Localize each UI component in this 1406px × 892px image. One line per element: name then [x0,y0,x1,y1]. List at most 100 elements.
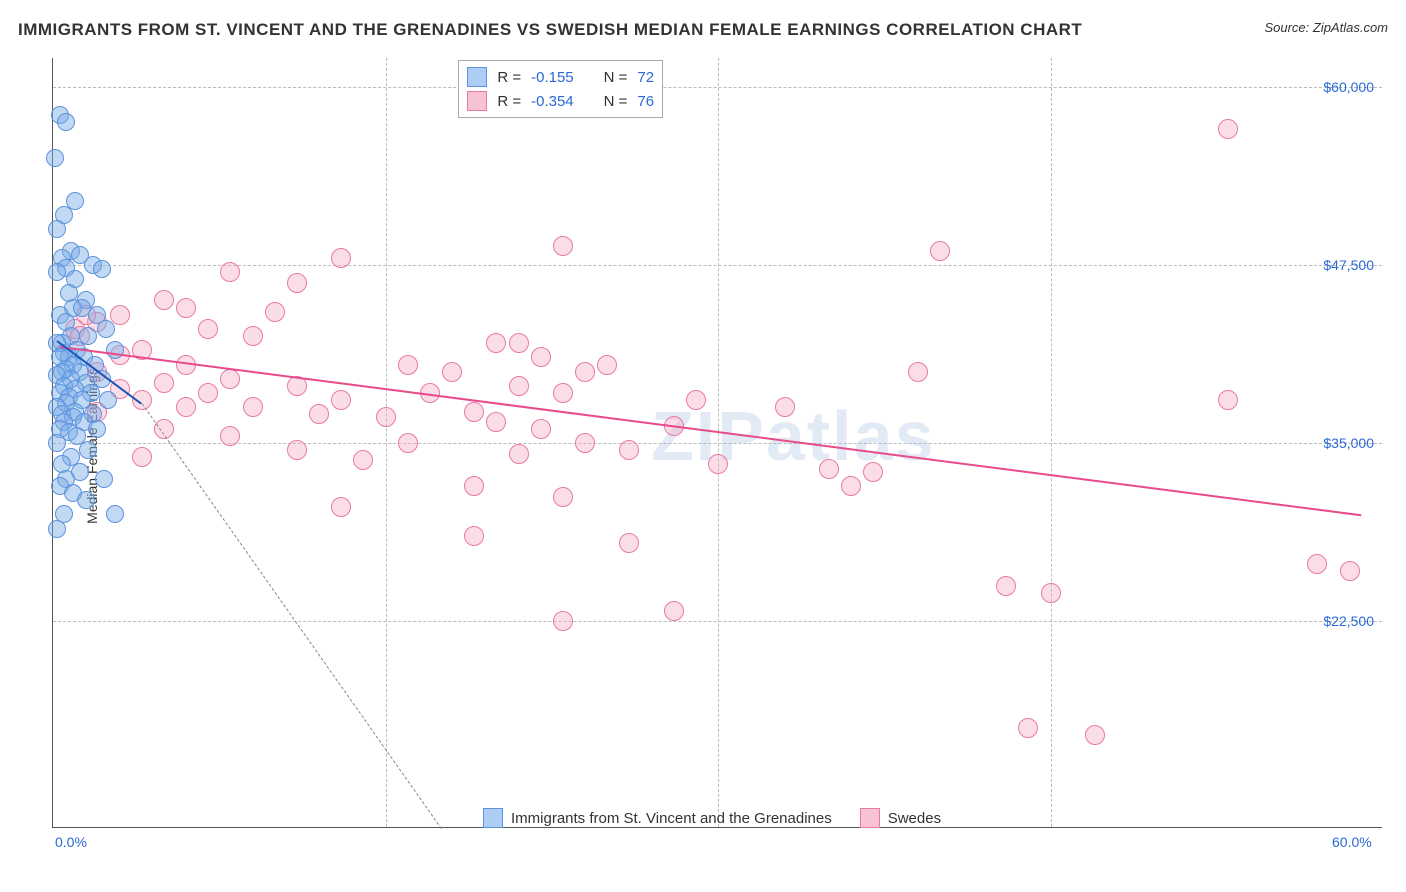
scatter-point-pink [531,347,551,367]
scatter-point-pink [464,476,484,496]
scatter-point-pink [553,611,573,631]
bottom-legend: Immigrants from St. Vincent and the Gren… [483,808,941,828]
scatter-point-blue [48,520,66,538]
scatter-point-pink [176,397,196,417]
scatter-point-blue [57,113,75,131]
scatter-point-blue [97,320,115,338]
scatter-point-blue [48,220,66,238]
legend-swatch [467,91,487,111]
legend-item: Swedes [860,808,941,828]
scatter-point-pink [1085,725,1105,745]
scatter-point-blue [106,505,124,523]
scatter-point-pink [819,459,839,479]
scatter-point-pink [597,355,617,375]
scatter-point-pink [1041,583,1061,603]
scatter-point-pink [198,319,218,339]
scatter-point-pink [287,273,307,293]
chart-source: Source: ZipAtlas.com [1264,20,1388,35]
scatter-point-blue [48,434,66,452]
scatter-point-blue [88,420,106,438]
trend-line [60,346,1361,516]
scatter-point-pink [575,362,595,382]
scatter-point-blue [77,491,95,509]
scatter-point-pink [176,298,196,318]
legend-swatch [860,808,880,828]
scatter-point-pink [398,355,418,375]
scatter-point-pink [509,444,529,464]
scatter-point-pink [220,426,240,446]
scatter-point-pink [132,447,152,467]
scatter-point-pink [619,440,639,460]
stat-r-label: R = [497,69,521,86]
scatter-point-pink [1218,390,1238,410]
scatter-point-pink [509,333,529,353]
gridline-vertical [718,58,719,827]
scatter-point-blue [95,470,113,488]
scatter-point-pink [708,454,728,474]
scatter-point-blue [106,341,124,359]
legend-swatch [467,67,487,87]
y-axis-tick-label: $22,500 [1323,613,1374,629]
scatter-point-pink [1340,561,1360,581]
stat-n-value: 76 [637,93,654,110]
scatter-point-pink [908,362,928,382]
y-axis-tick-label: $47,500 [1323,257,1374,273]
legend-swatch [483,808,503,828]
scatter-point-pink [287,440,307,460]
scatter-point-pink [486,412,506,432]
scatter-point-pink [686,390,706,410]
stat-r-value: -0.354 [531,93,574,110]
scatter-point-pink [331,497,351,517]
legend-item: Immigrants from St. Vincent and the Gren… [483,808,832,828]
scatter-point-pink [531,419,551,439]
scatter-point-blue [99,391,117,409]
scatter-point-pink [243,397,263,417]
scatter-point-pink [1307,554,1327,574]
stat-r-value: -0.155 [531,69,574,86]
stat-r-label: R = [497,93,521,110]
x-axis-end-label: 60.0% [1332,834,1372,850]
scatter-point-pink [486,333,506,353]
scatter-point-pink [309,404,329,424]
scatter-point-pink [509,376,529,396]
scatter-point-blue [73,299,91,317]
trend-line-extrapolation [141,403,441,828]
scatter-plot-area: $22,500$35,000$47,500$60,000ZIPatlasR =-… [52,58,1382,828]
scatter-point-pink [841,476,861,496]
scatter-point-pink [996,576,1016,596]
y-axis-tick-label: $35,000 [1323,435,1374,451]
legend-label: Immigrants from St. Vincent and the Gren… [511,810,832,827]
scatter-point-pink [930,241,950,261]
stat-n-label: N = [604,93,628,110]
scatter-point-pink [464,526,484,546]
scatter-point-pink [863,462,883,482]
scatter-point-pink [553,383,573,403]
stats-legend-box: R = -0.155 N = 72 R = -0.354 N = 76 [458,60,663,118]
scatter-point-blue [46,149,64,167]
gridline-vertical [1051,58,1052,827]
stats-legend-row: R = -0.354 N = 76 [467,89,654,113]
scatter-point-pink [575,433,595,453]
scatter-point-pink [154,373,174,393]
scatter-point-pink [265,302,285,322]
scatter-point-pink [154,290,174,310]
scatter-point-pink [398,433,418,453]
scatter-point-pink [442,362,462,382]
legend-label: Swedes [888,810,941,827]
gridline-vertical [386,58,387,827]
scatter-point-pink [331,248,351,268]
scatter-point-pink [220,369,240,389]
scatter-point-pink [331,390,351,410]
stat-n-value: 72 [637,69,654,86]
y-axis-tick-label: $60,000 [1323,79,1374,95]
scatter-point-pink [198,383,218,403]
scatter-point-pink [1018,718,1038,738]
scatter-point-pink [1218,119,1238,139]
scatter-point-pink [243,326,263,346]
stats-legend-row: R =-0.155N =72 [467,65,654,89]
scatter-point-pink [553,487,573,507]
scatter-point-pink [775,397,795,417]
scatter-point-pink [353,450,373,470]
scatter-point-pink [464,402,484,422]
scatter-point-pink [553,236,573,256]
